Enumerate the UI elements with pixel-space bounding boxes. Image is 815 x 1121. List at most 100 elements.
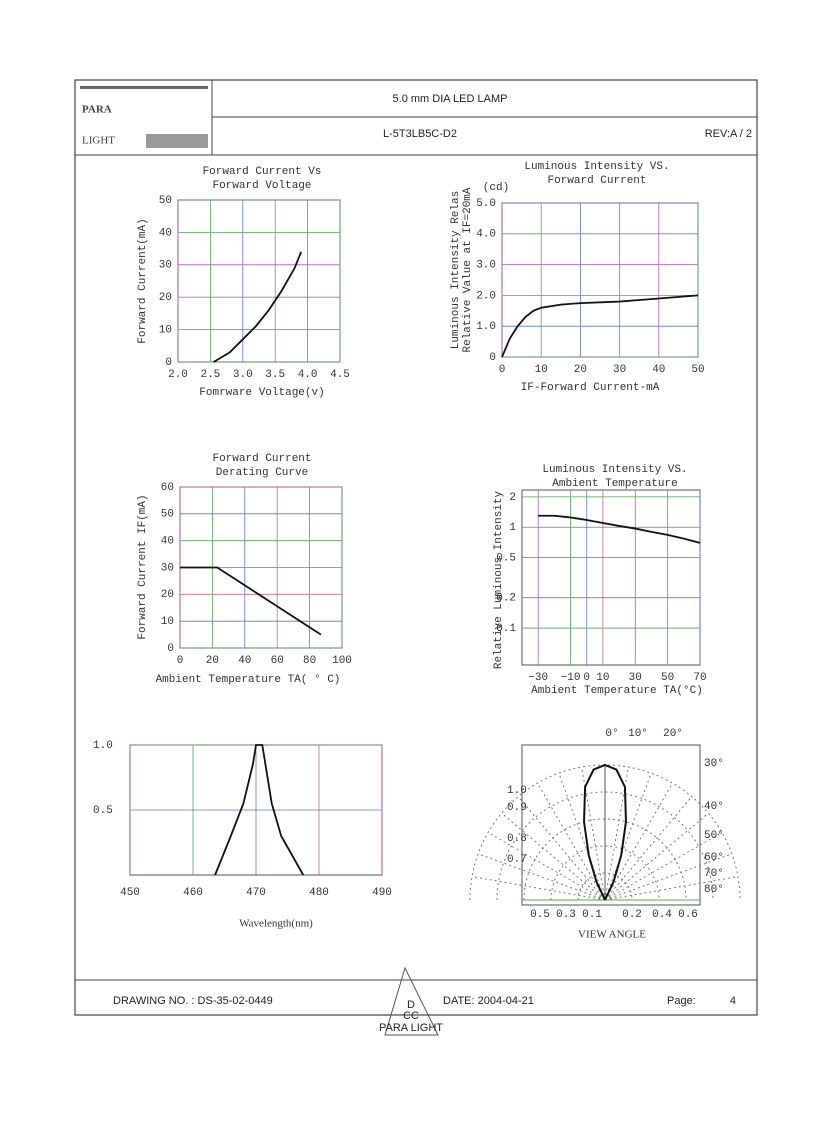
x-tick-label: 2.0 (168, 369, 188, 381)
chart-title: Derating Curve (216, 467, 308, 479)
chart-title: Ambient Temperature (552, 478, 677, 490)
stamp-text: PARA LIGHT (379, 1022, 443, 1034)
data-line (538, 514, 701, 544)
plot-frame (177, 199, 341, 363)
polar-ring (523, 818, 687, 901)
x-tick-label: 4.0 (298, 369, 318, 381)
y-tick-label: 40 (159, 227, 172, 239)
y-tick-label: 10 (161, 616, 174, 628)
angle-tick-label: 0° (605, 728, 618, 740)
y-tick-label: 20 (159, 292, 172, 304)
x-tick-label: 60 (271, 655, 284, 667)
x-tick-label: −10 (561, 672, 581, 684)
x-tick-label: −30 (528, 672, 548, 684)
y-tick-label: 50 (161, 509, 174, 521)
x-tick-label: 4.5 (330, 369, 350, 381)
bottom-tick-label: 0.4 (652, 909, 672, 921)
logo-bar (80, 86, 208, 89)
y-tick-label: 0 (165, 357, 172, 369)
y-tick-label: 20 (161, 589, 174, 601)
bottom-tick-label: 0.6 (678, 909, 698, 921)
x-tick-label: 480 (309, 887, 329, 899)
y-tick-label: 40 (161, 536, 174, 548)
polar-spoke (604, 782, 673, 901)
angle-tick-label: 70° (704, 868, 724, 880)
y-tick-label: 1.0 (476, 321, 496, 333)
x-axis-label: Ambient Temperature TA(°C) (531, 685, 703, 697)
y-axis-label: Forward Current(mA) (137, 218, 149, 343)
data-line (501, 294, 699, 358)
stamp-triangle (384, 966, 439, 1036)
x-tick-label: 40 (652, 364, 665, 376)
x-tick-label: 50 (661, 672, 674, 684)
x-tick-label: 40 (238, 655, 251, 667)
radial-tick-label: 1.0 (507, 785, 527, 797)
y-tick-label: 4.0 (476, 229, 496, 241)
angle-tick-label: 30° (704, 758, 724, 770)
x-tick-label: 20 (206, 655, 219, 667)
chart-title: Forward Current (212, 453, 311, 465)
x-tick-label: 20 (574, 364, 587, 376)
page-number: 4 (730, 995, 736, 1007)
x-tick-label: 3.5 (265, 369, 285, 381)
y-tick-label: 3.0 (476, 260, 496, 272)
angle-tick-label: 50° (704, 830, 724, 842)
y-tick-label: 2.0 (476, 290, 496, 302)
y-tick-label: 10 (159, 325, 172, 337)
plot-frame (521, 744, 701, 906)
logo-subtext: LIGHT (82, 135, 115, 147)
chart-title: Luminous Intensity VS. (524, 161, 669, 173)
x-axis-label: Fomrware Voltage(v) (199, 387, 324, 399)
polar-ring (496, 791, 714, 901)
radiation-lobe (583, 763, 627, 901)
polar-spoke (471, 876, 606, 901)
y-tick-label: 30 (159, 260, 172, 272)
page-label: Page: (667, 995, 696, 1007)
chart-title: Forward Current Vs (203, 166, 322, 178)
x-tick-label: 30 (613, 364, 626, 376)
stamp-text: D (407, 999, 415, 1011)
polar-spoke (558, 772, 606, 901)
x-tick-label: 470 (246, 887, 266, 899)
x-axis-label: Wavelength(nm) (239, 918, 313, 930)
angle-tick-label: 80° (704, 884, 724, 896)
bottom-tick-label: 0.1 (582, 909, 602, 921)
y-axis-label: Forward Current IF(mA) (137, 494, 149, 639)
polar-ring (577, 872, 633, 901)
radial-tick-label: 0.7 (507, 854, 527, 866)
y-tick-label: 60 (161, 482, 174, 494)
radial-tick-label: 0.9 (507, 802, 527, 814)
x-tick-label: 10 (535, 364, 548, 376)
part-number: L-5T3LB5C-D2 (383, 128, 457, 140)
y-tick-label: 30 (161, 562, 174, 574)
bottom-tick-label: 0.2 (622, 909, 642, 921)
revision: REV:A / 2 (705, 128, 752, 140)
y-axis-label: Luminous Intensity Relas (450, 191, 462, 349)
x-tick-label: 460 (183, 887, 203, 899)
plot-frame (501, 202, 699, 358)
x-axis-label: Ambient Temperature TA( ° C) (156, 674, 341, 686)
polar-ring (550, 845, 660, 901)
x-tick-label: 10 (596, 672, 609, 684)
x-tick-label: 450 (120, 887, 140, 899)
logo-text: PARA (82, 104, 112, 116)
y-tick-label: 5.0 (476, 198, 496, 210)
x-tick-label: 2.5 (200, 369, 220, 381)
y-axis-label: Relative Luminous Intensity (493, 490, 505, 669)
x-tick-label: 100 (332, 655, 352, 667)
bottom-tick-label: 0.3 (556, 909, 576, 921)
angle-tick-label: 40° (704, 801, 724, 813)
data-line (180, 566, 322, 636)
polar-spoke (537, 782, 606, 901)
logo-hatch (146, 134, 208, 148)
radial-tick-label: 0.8 (507, 833, 527, 845)
date: DATE: 2004-04-21 (443, 995, 534, 1007)
data-line (214, 744, 305, 876)
y-axis-label: Relative Value at IF=20mA (462, 187, 474, 352)
angle-tick-label: 60° (704, 852, 724, 864)
chart-title: Forward Current (547, 175, 646, 187)
x-tick-label: 50 (691, 364, 704, 376)
x-tick-label: 70 (693, 672, 706, 684)
